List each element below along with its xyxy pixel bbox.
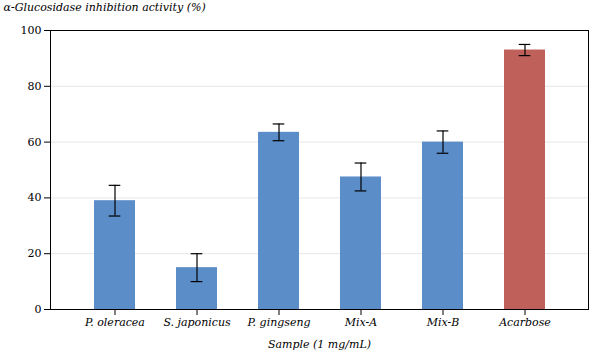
svg-text:Mix-B: Mix-B <box>426 316 460 329</box>
svg-text:0: 0 <box>35 303 42 316</box>
svg-text:100: 100 <box>21 24 42 37</box>
svg-text:P. gingseng: P. gingseng <box>246 316 310 329</box>
svg-text:60: 60 <box>28 136 42 149</box>
svg-text:20: 20 <box>28 247 42 260</box>
svg-text:80: 80 <box>28 80 42 93</box>
svg-text:Mix-A: Mix-A <box>344 316 378 329</box>
svg-text:Acarbose: Acarbose <box>498 316 551 329</box>
svg-text:P. oleracea: P. oleracea <box>84 316 145 329</box>
svg-text:Sample (1 mg/mL): Sample (1 mg/mL) <box>268 338 371 351</box>
svg-text:S. japonicus: S. japonicus <box>163 316 231 329</box>
svg-text:α-Glucosidase inhibition activ: α-Glucosidase inhibition activity (%) <box>4 1 206 14</box>
svg-text:40: 40 <box>28 191 42 204</box>
